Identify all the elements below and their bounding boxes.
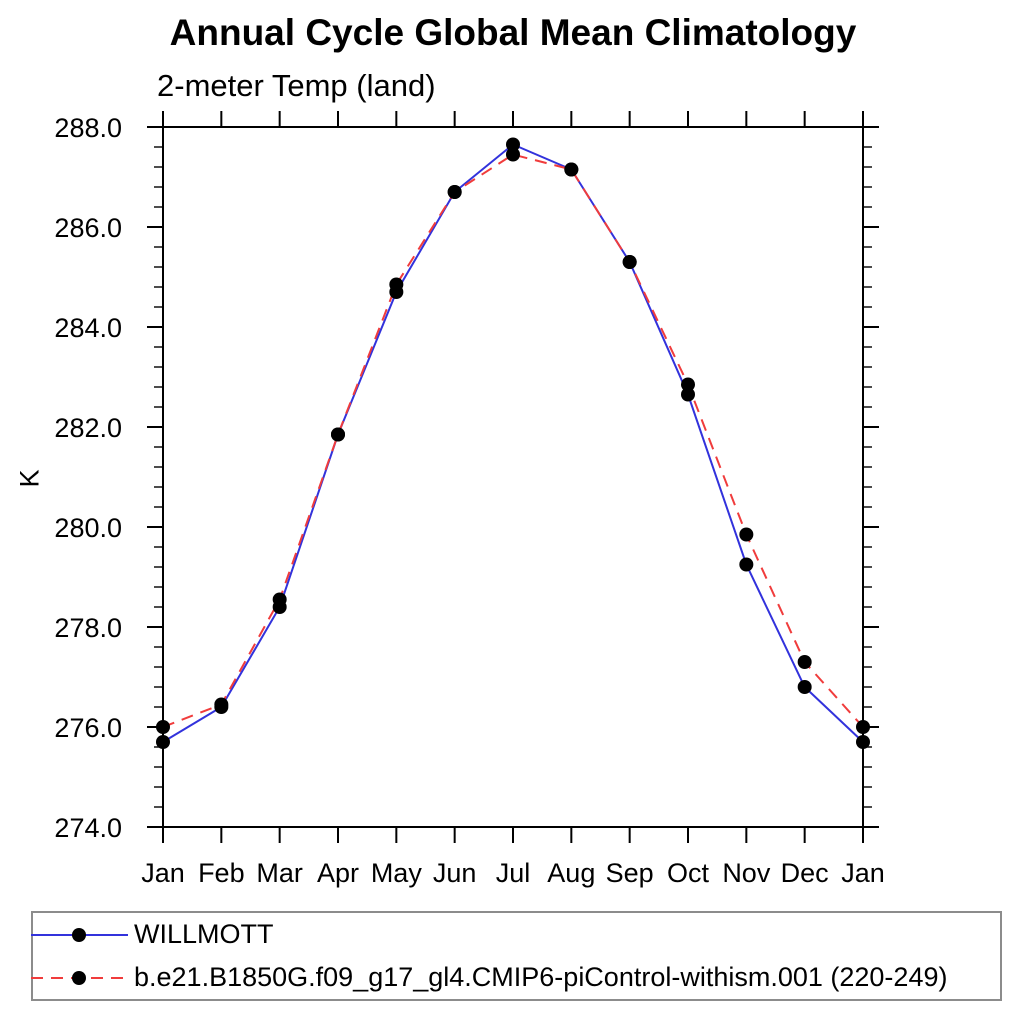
data-point-marker <box>506 147 520 162</box>
x-tick-label: Aug <box>547 858 595 888</box>
data-point-marker <box>681 387 695 402</box>
data-point-marker <box>506 137 520 152</box>
y-tick-label: 286.0 <box>54 213 122 243</box>
data-point-marker <box>681 377 695 392</box>
y-tick-label: 276.0 <box>54 713 122 743</box>
x-tick-label: Apr <box>317 858 359 888</box>
data-point-marker <box>797 680 812 694</box>
data-point-marker <box>156 720 170 734</box>
y-tick-label: 280.0 <box>54 513 122 543</box>
legend-line-sample-solid <box>31 927 128 942</box>
data-point-marker <box>447 185 462 199</box>
x-tick-label: Jul <box>496 858 531 888</box>
data-point-marker <box>331 427 345 442</box>
data-point-marker <box>214 697 229 712</box>
legend-line-sample-dashed <box>31 970 128 985</box>
legend-sample-marker <box>72 927 86 942</box>
x-tick-label: Jan <box>141 858 185 888</box>
x-tick-label: Mar <box>256 858 303 888</box>
x-tick-label: Nov <box>722 858 771 888</box>
chart-title: Annual Cycle Global Mean Climatology <box>169 12 857 53</box>
legend: WILLMOTT b.e21.B1850G.f09_g17_gl4.CMIP6-… <box>31 911 1002 1001</box>
data-point-marker <box>389 277 404 292</box>
x-tick-label: May <box>371 858 423 888</box>
x-tick-label: Jun <box>433 858 477 888</box>
legend-row-model: b.e21.B1850G.f09_g17_gl4.CMIP6-piControl… <box>31 956 1000 999</box>
data-point-marker <box>156 735 170 749</box>
x-tick-label: Sep <box>606 858 654 888</box>
y-tick-label: 282.0 <box>54 413 122 443</box>
data-point-marker <box>739 527 754 542</box>
series-line-0 <box>162 143 864 743</box>
data-point-marker <box>739 557 754 572</box>
y-tick-label: 284.0 <box>54 313 122 343</box>
chart-plot-area: 274.0 276.0 278.0 280.0 282.0 284.0 286.0 288.0… <box>54 111 885 888</box>
y-tick-label: 274.0 <box>54 813 122 843</box>
legend-sample-marker <box>72 970 86 985</box>
data-point-marker <box>797 655 812 669</box>
axis-frame <box>162 126 864 828</box>
legend-row-willmott: WILLMOTT <box>31 913 1000 956</box>
y-tick-label: 288.0 <box>54 113 122 143</box>
x-tick-label: Oct <box>667 858 710 888</box>
y-tick-label: 278.0 <box>54 613 122 643</box>
chart-subtitle: 2-meter Temp (land) <box>157 68 436 103</box>
data-point-marker <box>272 592 287 607</box>
x-tick-label: Feb <box>198 858 245 888</box>
data-point-marker <box>856 720 870 734</box>
x-tick-label: Jan <box>841 858 885 888</box>
legend-label: b.e21.B1850G.f09_g17_gl4.CMIP6-piControl… <box>134 962 948 992</box>
series-line-1 <box>162 153 864 728</box>
x-tick-label: Dec <box>781 858 829 888</box>
legend-label: WILLMOTT <box>134 919 274 949</box>
data-point-marker <box>856 735 870 749</box>
data-point-marker <box>622 255 637 269</box>
data-point-marker <box>564 162 579 177</box>
